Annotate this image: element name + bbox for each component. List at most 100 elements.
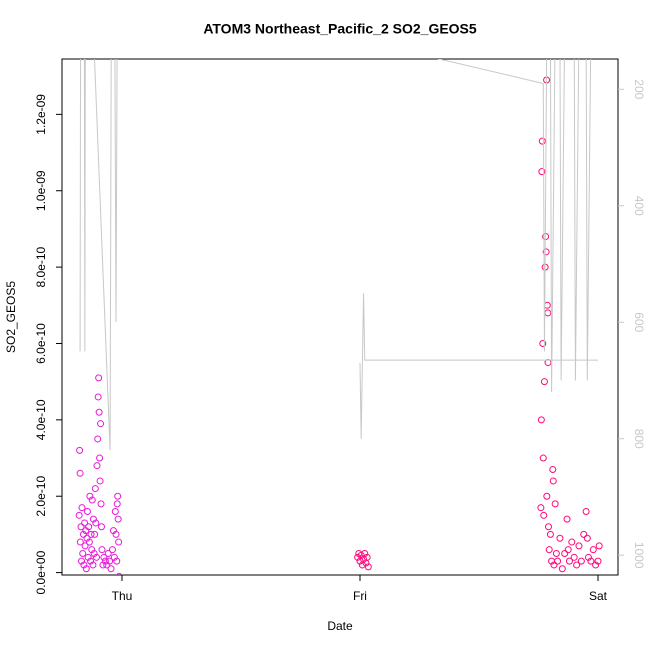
data-point <box>564 546 572 554</box>
data-point <box>83 507 91 515</box>
data-point <box>113 500 121 508</box>
data-point <box>545 546 553 554</box>
data-point <box>88 496 96 504</box>
y-tick-label: 6.0e-10 <box>34 323 48 364</box>
data-point <box>587 557 595 565</box>
data-point <box>546 530 554 538</box>
data-point <box>542 248 550 256</box>
data-point <box>539 339 547 347</box>
data-point <box>577 557 585 565</box>
data-point <box>85 523 93 531</box>
data-point <box>543 492 551 500</box>
y2-tick-label: 600 <box>632 312 646 332</box>
data-point <box>79 550 87 558</box>
data-point <box>575 542 583 550</box>
data-point <box>540 378 548 386</box>
y-axis-label: SO2_GEOS5 <box>4 281 18 353</box>
data-point <box>99 561 107 569</box>
data-point <box>75 511 83 519</box>
data-point <box>107 565 115 573</box>
data-point <box>113 557 121 565</box>
data-point <box>78 557 86 565</box>
data-point <box>549 477 557 485</box>
data-point <box>539 454 547 462</box>
data-point <box>98 546 106 554</box>
data-point <box>98 523 106 531</box>
y-tick-label: 0.0e+00 <box>34 550 48 594</box>
x-tick-label: Thu <box>112 589 133 603</box>
data-point <box>78 504 86 512</box>
data-point <box>556 534 564 542</box>
data-point <box>537 504 545 512</box>
data-point <box>552 550 560 558</box>
data-point <box>84 553 92 561</box>
y2-tick-label: 400 <box>632 196 646 216</box>
data-point <box>76 538 84 546</box>
data-point <box>114 492 122 500</box>
data-point <box>95 408 103 416</box>
data-point <box>76 446 84 454</box>
data-point <box>565 557 573 565</box>
data-point <box>545 523 552 531</box>
data-point <box>83 534 91 542</box>
data-point <box>544 309 552 317</box>
data-point <box>538 137 546 145</box>
x-tick-label: Fri <box>353 589 367 603</box>
data-point <box>538 168 546 176</box>
data-point <box>91 530 99 538</box>
data-point <box>93 462 101 470</box>
data-point <box>88 546 96 554</box>
data-point <box>96 477 104 485</box>
y-tick-label: 8.0e-10 <box>34 246 48 287</box>
x-axis-label: Date <box>327 619 353 633</box>
data-point <box>111 507 119 515</box>
data-point <box>94 435 102 443</box>
data-point <box>363 553 371 561</box>
data-point <box>561 550 569 558</box>
plot-frame <box>61 58 619 576</box>
data-point <box>563 515 571 523</box>
data-point <box>568 538 576 546</box>
data-point <box>551 500 559 508</box>
data-point <box>87 530 95 538</box>
data-point <box>583 534 591 542</box>
data-point <box>112 530 120 538</box>
data-point <box>104 550 112 558</box>
data-point <box>89 561 97 569</box>
data-point <box>94 393 102 401</box>
data-point <box>114 515 122 523</box>
data-point <box>87 557 95 565</box>
data-point <box>361 550 369 558</box>
data-point <box>364 563 372 571</box>
data-point <box>594 557 602 565</box>
data-point <box>106 557 114 565</box>
data-point <box>86 492 94 500</box>
data-point <box>97 500 105 508</box>
data-point <box>79 530 87 538</box>
data-point <box>91 485 99 493</box>
data-point <box>584 553 592 561</box>
data-point <box>354 553 362 561</box>
y2-tick-label: 1000 <box>632 542 646 569</box>
data-point <box>357 551 365 559</box>
data-point <box>573 561 581 569</box>
data-point <box>558 565 566 573</box>
data-point <box>110 553 118 561</box>
data-point <box>100 553 108 561</box>
data-point <box>115 572 123 575</box>
data-point <box>570 553 578 561</box>
data-point <box>537 416 545 424</box>
data-point <box>93 553 101 561</box>
y-tick-label: 4.0e-10 <box>34 399 48 440</box>
data-point <box>76 469 84 477</box>
data-point <box>550 561 558 569</box>
data-point <box>82 565 90 573</box>
data-point <box>81 519 89 527</box>
data-point <box>90 550 98 558</box>
y-tick-label: 1.0e-09 <box>34 170 48 211</box>
data-point <box>580 530 588 538</box>
data-point <box>85 538 93 546</box>
data-point <box>108 546 116 554</box>
data-point <box>92 519 100 527</box>
